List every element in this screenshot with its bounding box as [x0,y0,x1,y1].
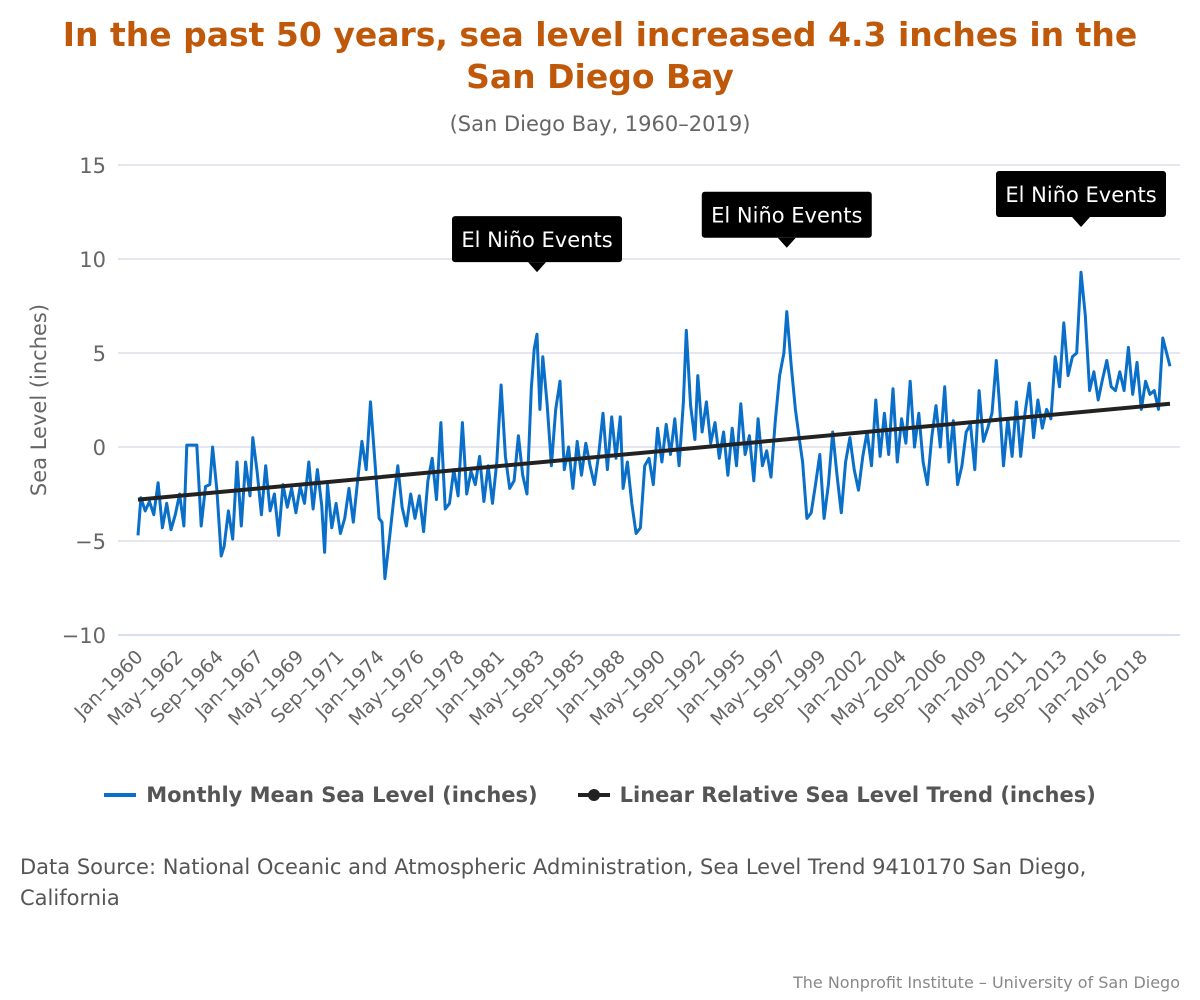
annotation-label: El Niño Events [461,228,612,252]
y-tick-label: −5 [75,530,106,554]
chart-plot: −10 −5 0 5 10 15 Sea Level (inches) Jan–1960Ma… [27,154,1180,730]
annotation-pointer [528,262,547,273]
annotation-callout: El Niño Events [996,171,1167,228]
credit-link[interactable]: The Nonprofit Institute – University of … [792,973,1180,992]
y-axis-label: Sea Level (inches) [27,304,51,496]
legend-item-trend[interactable]: Linear Relative Sea Level Trend (inches) [577,783,1096,807]
legend-line-icon [104,793,137,797]
annotation-label: El Niño Events [711,204,862,228]
y-tick-label: 0 [93,436,106,460]
annotation-box [996,171,1167,218]
y-tick-label: −10 [62,624,106,648]
legend-item-monthly[interactable]: Monthly Mean Sea Level (inches) [104,783,538,807]
series-monthly-line[interactable] [136,270,1172,581]
legend-line-marker-icon [577,789,610,801]
x-axis: Jan–1960May–1962Sep–1964Jan–1967May–1969… [70,646,1153,730]
series-trend-line[interactable] [137,401,1171,502]
series-layer [136,270,1172,581]
chart-subtitle: (San Diego Bay, 1960–2019) [449,112,751,136]
y-tick-label: 15 [79,154,106,178]
y-tick-label: 5 [93,342,106,366]
annotation-pointer [777,237,796,248]
annotation-pointer [1072,217,1091,228]
legend-label-trend: Linear Relative Sea Level Trend (inches) [619,783,1096,807]
annotation-callout: El Niño Events [452,216,623,273]
annotation-box [452,216,623,263]
y-tick-label: 10 [79,248,106,272]
annotation-box [701,191,872,238]
annotation-label: El Niño Events [1005,183,1156,207]
annotation-layer: El Niño Events El Niño Events El Niño Even… [452,171,1167,273]
y-axis: −10 −5 0 5 10 15 Sea Level (inches) [27,154,106,648]
grid-layer [118,164,1180,636]
source-note: Data Source: National Oceanic and Atmosp… [20,855,1087,910]
legend-label-monthly: Monthly Mean Sea Level (inches) [146,783,538,807]
legend: Monthly Mean Sea Level (inches) Linear R… [0,783,1200,807]
chart-title: In the past 50 years, sea level increase… [62,15,1138,96]
annotation-callout: El Niño Events [701,191,872,248]
